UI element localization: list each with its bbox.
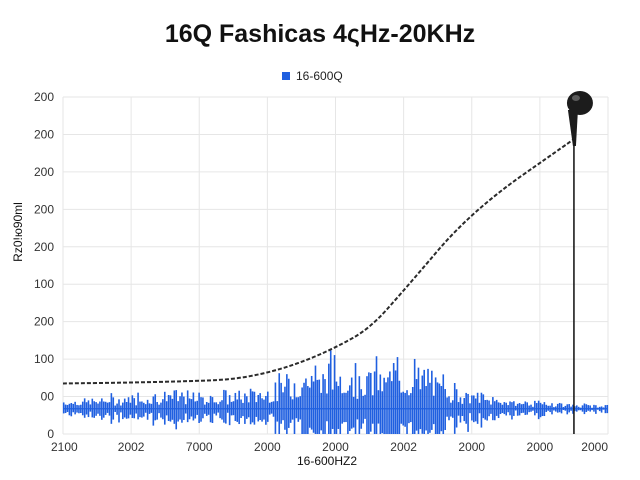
- x-tick-label: 2002: [390, 440, 417, 454]
- earphone-marker: [566, 91, 593, 434]
- y-axis-label: Rz0!ю90ml: [11, 202, 25, 262]
- legend-label: 16-600Q: [296, 69, 343, 83]
- chart-title: 16Q Fashicas 4ςHz-20KHz: [165, 20, 475, 48]
- y-tick-label: 200: [34, 165, 54, 179]
- y-tick-label: 200: [34, 90, 54, 104]
- response-curve-series: [62, 138, 575, 385]
- x-tick-label: 2000: [322, 440, 349, 454]
- x-tick-label: 2000: [458, 440, 485, 454]
- earphone-bud: [566, 91, 593, 115]
- y-tick-label: 100: [34, 352, 54, 366]
- y-tick-label: 0: [47, 427, 54, 441]
- y-tick-label: 100: [34, 277, 54, 291]
- y-tick-label: 200: [34, 202, 54, 216]
- y-tick-label: 200: [34, 127, 54, 141]
- x-tick-label: 2000: [254, 440, 281, 454]
- x-tick-label: 7000: [186, 440, 213, 454]
- legend: 16-600Q: [282, 69, 343, 83]
- waveform-series: [62, 350, 609, 434]
- x-tick-label: 2002: [118, 440, 145, 454]
- x-axis-ticks: 2100 2002 7000 2000 2000 2002 2000 2000 2000: [51, 440, 608, 454]
- earphone-highlight: [571, 95, 580, 101]
- y-tick-label: 200: [34, 240, 54, 254]
- y-tick-label: 00: [41, 390, 55, 404]
- x-tick-label: 2100: [51, 440, 78, 454]
- response-curve-line: [62, 138, 575, 385]
- x-tick-label: 2000: [581, 440, 608, 454]
- x-axis-label: 16-600HΖ2: [297, 454, 357, 468]
- earphone-stem: [567, 110, 578, 146]
- x-tick-label: 2000: [527, 440, 554, 454]
- y-tick-label: 200: [34, 315, 54, 329]
- gridlines: [62, 96, 609, 435]
- legend-swatch: [282, 72, 290, 80]
